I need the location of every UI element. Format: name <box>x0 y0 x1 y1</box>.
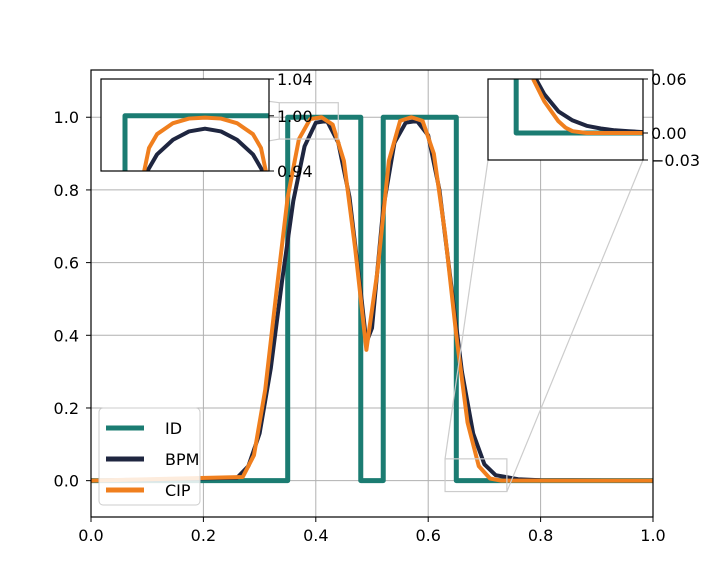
inset-y-tick-label: 0.94 <box>277 162 313 181</box>
x-tick-label: 0.0 <box>78 526 103 545</box>
main-plot-lines <box>91 114 653 484</box>
x-tick-label: 1.0 <box>640 526 665 545</box>
y-tick-label: 1.0 <box>54 108 79 127</box>
inset-peak-y-ticks: 0.94 1.00 1.04 <box>269 70 313 181</box>
inset-tail-frame <box>487 78 644 161</box>
inset-tail-y-ticks: 0.06 0.00 −0.03 <box>643 70 700 170</box>
x-tick-label: 0.4 <box>303 526 328 545</box>
legend-label-cip: CIP <box>165 481 191 500</box>
main-axes-frame <box>90 69 654 518</box>
y-tick-label: 0.0 <box>54 472 79 491</box>
x-tick-label: 0.2 <box>191 526 216 545</box>
y-tick-label: 0.6 <box>54 254 79 273</box>
main-series-cip-line <box>91 115 653 483</box>
y-axis-ticks: 0.0 0.2 0.4 0.6 0.8 1.0 <box>54 108 91 491</box>
inset-y-tick-label: −0.03 <box>651 151 700 170</box>
y-tick-label: 0.4 <box>54 326 79 345</box>
inset-tail-zoom: 0.06 0.00 −0.03 <box>487 70 700 170</box>
x-tick-label: 0.8 <box>528 526 553 545</box>
x-axis-ticks: 0.0 0.2 0.4 0.6 0.8 1.0 <box>78 517 666 545</box>
inset-y-tick-label: 1.00 <box>277 107 313 126</box>
main-series-id-line <box>91 114 653 484</box>
zoom-connector <box>444 159 489 459</box>
legend-label-bpm: BPM <box>165 450 199 469</box>
inset-peak-zoom: 0.94 1.00 1.04 <box>100 70 313 181</box>
legend-box <box>98 407 201 506</box>
legend: ID BPM CIP <box>98 407 201 506</box>
main-series-bpm-line <box>91 118 653 483</box>
inset-0-series-bpm-line <box>145 126 265 171</box>
inset-y-tick-label: 0.00 <box>651 124 687 143</box>
legend-label-id: ID <box>165 419 182 438</box>
inset-peak-frame <box>100 78 270 172</box>
zoom-connector <box>506 159 644 492</box>
zoom-region-1 <box>444 458 508 493</box>
y-tick-label: 0.8 <box>54 181 79 200</box>
y-tick-label: 0.2 <box>54 399 79 418</box>
inset-0-series-id-line <box>122 113 269 171</box>
inset-y-tick-label: 0.06 <box>651 70 687 89</box>
x-tick-label: 0.6 <box>415 526 440 545</box>
inset-1-series-bpm-line <box>534 79 643 135</box>
inset-0-series-cip-line <box>142 115 268 171</box>
inset-1-series-cip-line <box>531 79 643 135</box>
zoom-region-0 <box>278 102 339 140</box>
inset-y-tick-label: 1.04 <box>277 70 313 89</box>
